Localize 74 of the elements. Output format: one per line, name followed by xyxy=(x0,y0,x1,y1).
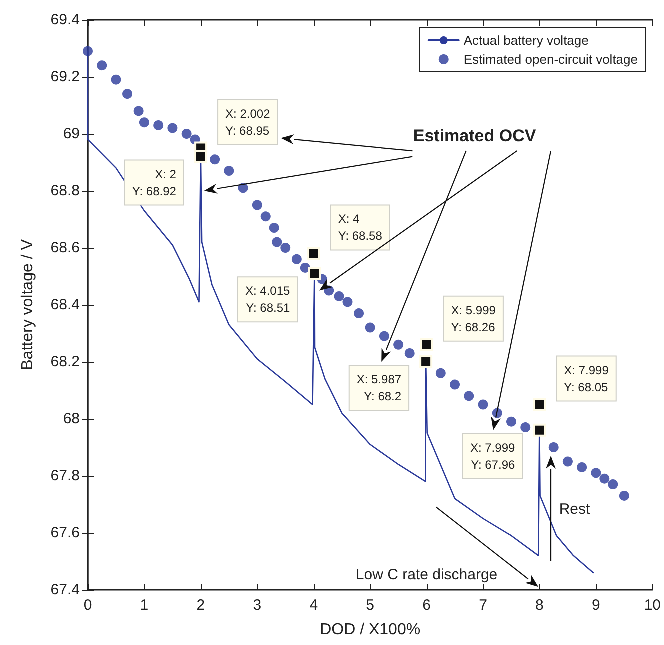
y-axis-title: Battery voltage / V xyxy=(20,239,36,370)
point xyxy=(252,200,262,210)
legend-label: Actual battery voltage xyxy=(464,33,589,48)
point xyxy=(97,60,108,71)
annotation: X: 5.999 Y: 68.26 xyxy=(451,303,496,334)
point xyxy=(272,237,282,248)
point xyxy=(334,291,344,302)
y-tick-label: 68 xyxy=(63,410,80,428)
point xyxy=(122,89,133,100)
point xyxy=(608,480,618,490)
point xyxy=(450,380,460,390)
point xyxy=(292,254,302,264)
point xyxy=(83,46,93,56)
point xyxy=(168,123,178,134)
point xyxy=(506,416,516,427)
annotation: X: 7.999 Y: 67.96 xyxy=(470,440,516,472)
x-tick-label: 1 xyxy=(140,597,149,614)
point xyxy=(464,391,474,402)
annotation: X: 4 Y: 68.58 xyxy=(338,212,383,244)
annotation: Estimated OCV xyxy=(413,126,537,146)
point xyxy=(436,368,446,378)
point xyxy=(478,400,488,410)
annotation: Low C rate discharge xyxy=(356,566,498,584)
x-axis-title: DOD / X100% xyxy=(320,622,421,638)
point xyxy=(404,348,415,358)
annotation: X: 2.002 Y: 68.95 xyxy=(226,106,271,138)
point xyxy=(224,166,234,176)
point xyxy=(591,468,602,478)
y-tick-label: 67.8 xyxy=(50,468,80,484)
legend-label: Estimated open-circuit voltage xyxy=(464,52,638,67)
point xyxy=(379,331,390,342)
point xyxy=(260,212,271,222)
y-tick-label: 67.4 xyxy=(50,582,80,598)
point xyxy=(619,490,630,501)
point xyxy=(269,223,280,234)
annotation: X: 2 Y: 68.92 xyxy=(132,167,177,198)
y-tick-label: 69.4 xyxy=(50,12,80,28)
y-tick-label: 68.4 xyxy=(50,296,80,314)
x-tick-label: 4 xyxy=(310,597,318,614)
annotation: Rest xyxy=(559,501,591,518)
point xyxy=(520,422,531,433)
x-tick-label: 2 xyxy=(196,597,206,614)
x-tick-label: 8 xyxy=(536,597,544,614)
x-tick-label: 7 xyxy=(479,597,488,614)
annotation: X: 5.987 Y: 68.2 xyxy=(356,372,402,404)
point xyxy=(577,462,588,472)
point xyxy=(210,154,220,165)
x-tick-label: 3 xyxy=(253,597,262,614)
point xyxy=(394,340,404,350)
annotation: X: 7.999 Y: 68.05 xyxy=(564,363,610,394)
x-tick-label: 0 xyxy=(84,597,92,614)
y-tick-label: 69.2 xyxy=(50,68,80,86)
x-tick-label: 9 xyxy=(592,597,600,614)
y-tick-label: 69 xyxy=(63,126,80,142)
y-tick-label: 67.6 xyxy=(50,524,80,542)
point xyxy=(342,297,353,308)
y-tick-label: 68.8 xyxy=(50,182,80,200)
x-tick-label: 10 xyxy=(644,597,661,614)
y-tick-label: 68.2 xyxy=(50,354,80,370)
x-tick-label: 6 xyxy=(422,597,431,614)
point xyxy=(182,129,192,139)
y-tick-label: 68.6 xyxy=(50,240,80,256)
point xyxy=(134,106,144,116)
point xyxy=(280,243,291,253)
point xyxy=(548,442,559,452)
point xyxy=(139,118,150,128)
point xyxy=(600,474,610,484)
point xyxy=(354,308,364,319)
point xyxy=(365,322,376,333)
annotation: X: 4.015 Y: 68.51 xyxy=(246,284,291,316)
point xyxy=(111,74,122,85)
point xyxy=(154,120,164,130)
x-tick-label: 5 xyxy=(366,597,374,614)
point xyxy=(562,456,573,467)
